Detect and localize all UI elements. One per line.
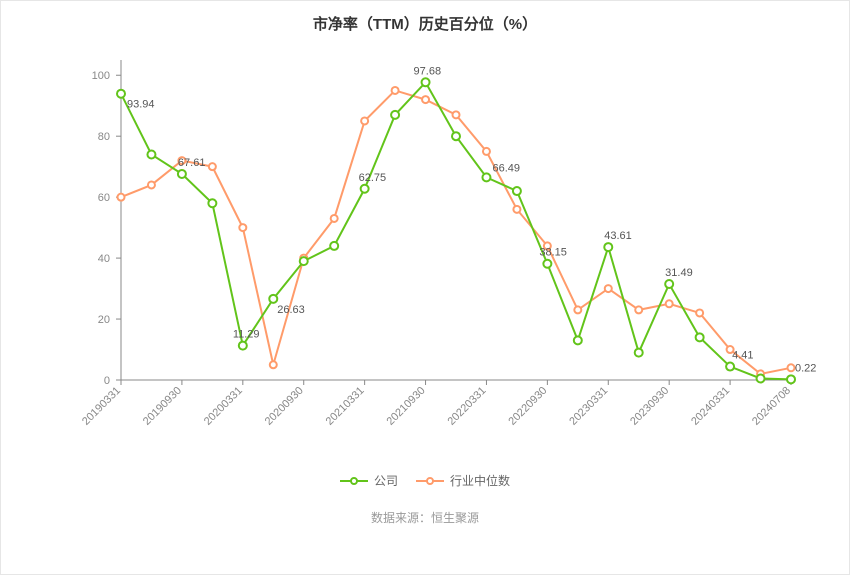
plot-area: 0 20 40 60 80 100 20190331 20190930 20200331 2020… [1,40,849,470]
x-tick-label: 20200331 [202,385,245,428]
point-label: 11.29 [233,329,260,341]
series-marker [147,150,155,158]
series-marker [208,199,216,207]
series-marker [239,342,247,350]
point-label: 62.75 [359,172,387,184]
series-marker [270,361,277,368]
point-label: 67.61 [178,157,206,169]
y-tick-label: 20 [98,314,110,326]
series-marker [635,306,642,313]
series-marker [391,111,399,119]
y-tick-label: 80 [98,131,110,143]
series-marker [574,336,582,344]
x-tick-label: 20240708 [750,385,793,428]
series-marker [665,280,673,288]
point-label: 4.41 [732,350,753,362]
x-tick-label: 20230930 [628,385,671,428]
x-tick-label: 20240331 [689,385,732,428]
series-marker [422,78,430,86]
series-marker [513,187,521,195]
source-prefix: 数据来源： [371,511,431,525]
series-marker [605,285,612,292]
series-marker [574,306,581,313]
series-marker [239,224,246,231]
legend-item-company: 公司 [340,472,398,489]
x-tick-label: 20230331 [567,385,610,428]
legend-label-industry: 行业中位数 [450,472,510,489]
chart-title: 市净率（TTM）历史百分位（%） [1,1,849,40]
series-marker [513,206,520,213]
series-marker [361,185,369,193]
series-marker [757,374,765,382]
series-line [121,82,791,379]
series-marker [117,90,125,98]
legend-swatch-industry [416,475,444,487]
series-marker [635,349,643,357]
y-tick-label: 40 [98,253,110,265]
x-tick-label: 20220331 [445,385,488,428]
series-marker [209,163,216,170]
x-tick-label: 20190331 [80,385,123,428]
x-tick-label: 20220930 [506,385,549,428]
series-marker [422,96,429,103]
line-chart-svg: 0 20 40 60 80 100 20190331 20190930 20200331 2020… [1,40,850,470]
legend: 公司 行业中位数 [1,472,849,489]
y-tick-label: 100 [92,70,110,82]
point-label: 43.61 [604,230,632,242]
series-marker [392,87,399,94]
series-marker [788,364,795,371]
series-marker [696,309,703,316]
data-source: 数据来源：恒生聚源 [1,509,849,526]
series-marker [452,132,460,140]
point-label: 97.68 [414,65,442,77]
legend-label-company: 公司 [374,472,398,489]
series-marker [148,181,155,188]
series-marker [453,111,460,118]
series-marker [604,243,612,251]
x-tick-label: 20210331 [324,385,367,428]
chart-frame: 市净率（TTM）历史百分位（%） 0 20 40 60 80 100 20190331 201… [0,0,850,575]
point-label: 38.15 [539,247,567,259]
x-tick-label: 20200930 [263,385,306,428]
series-marker [269,295,277,303]
point-label: 93.94 [127,99,155,111]
series-marker [696,333,704,341]
legend-swatch-company [340,475,368,487]
point-label: 31.49 [665,267,693,279]
series-marker [330,242,338,250]
point-label: 26.63 [277,304,305,316]
series-marker [118,194,125,201]
series-marker [482,173,490,181]
y-tick-label: 60 [98,192,110,204]
point-label: 66.49 [492,162,520,174]
series-marker [361,117,368,124]
series-marker [331,215,338,222]
legend-item-industry: 行业中位数 [416,472,510,489]
point-label: 0.22 [795,362,816,374]
series-marker [483,148,490,155]
x-tick-label: 20210930 [385,385,428,428]
x-tick-label: 20190930 [141,385,184,428]
series-marker [726,363,734,371]
series-marker [666,300,673,307]
series-marker [178,170,186,178]
series-marker [300,257,308,265]
source-name: 恒生聚源 [431,511,479,525]
series-marker [543,260,551,268]
series-marker [787,375,795,383]
y-tick-label: 0 [104,375,110,387]
